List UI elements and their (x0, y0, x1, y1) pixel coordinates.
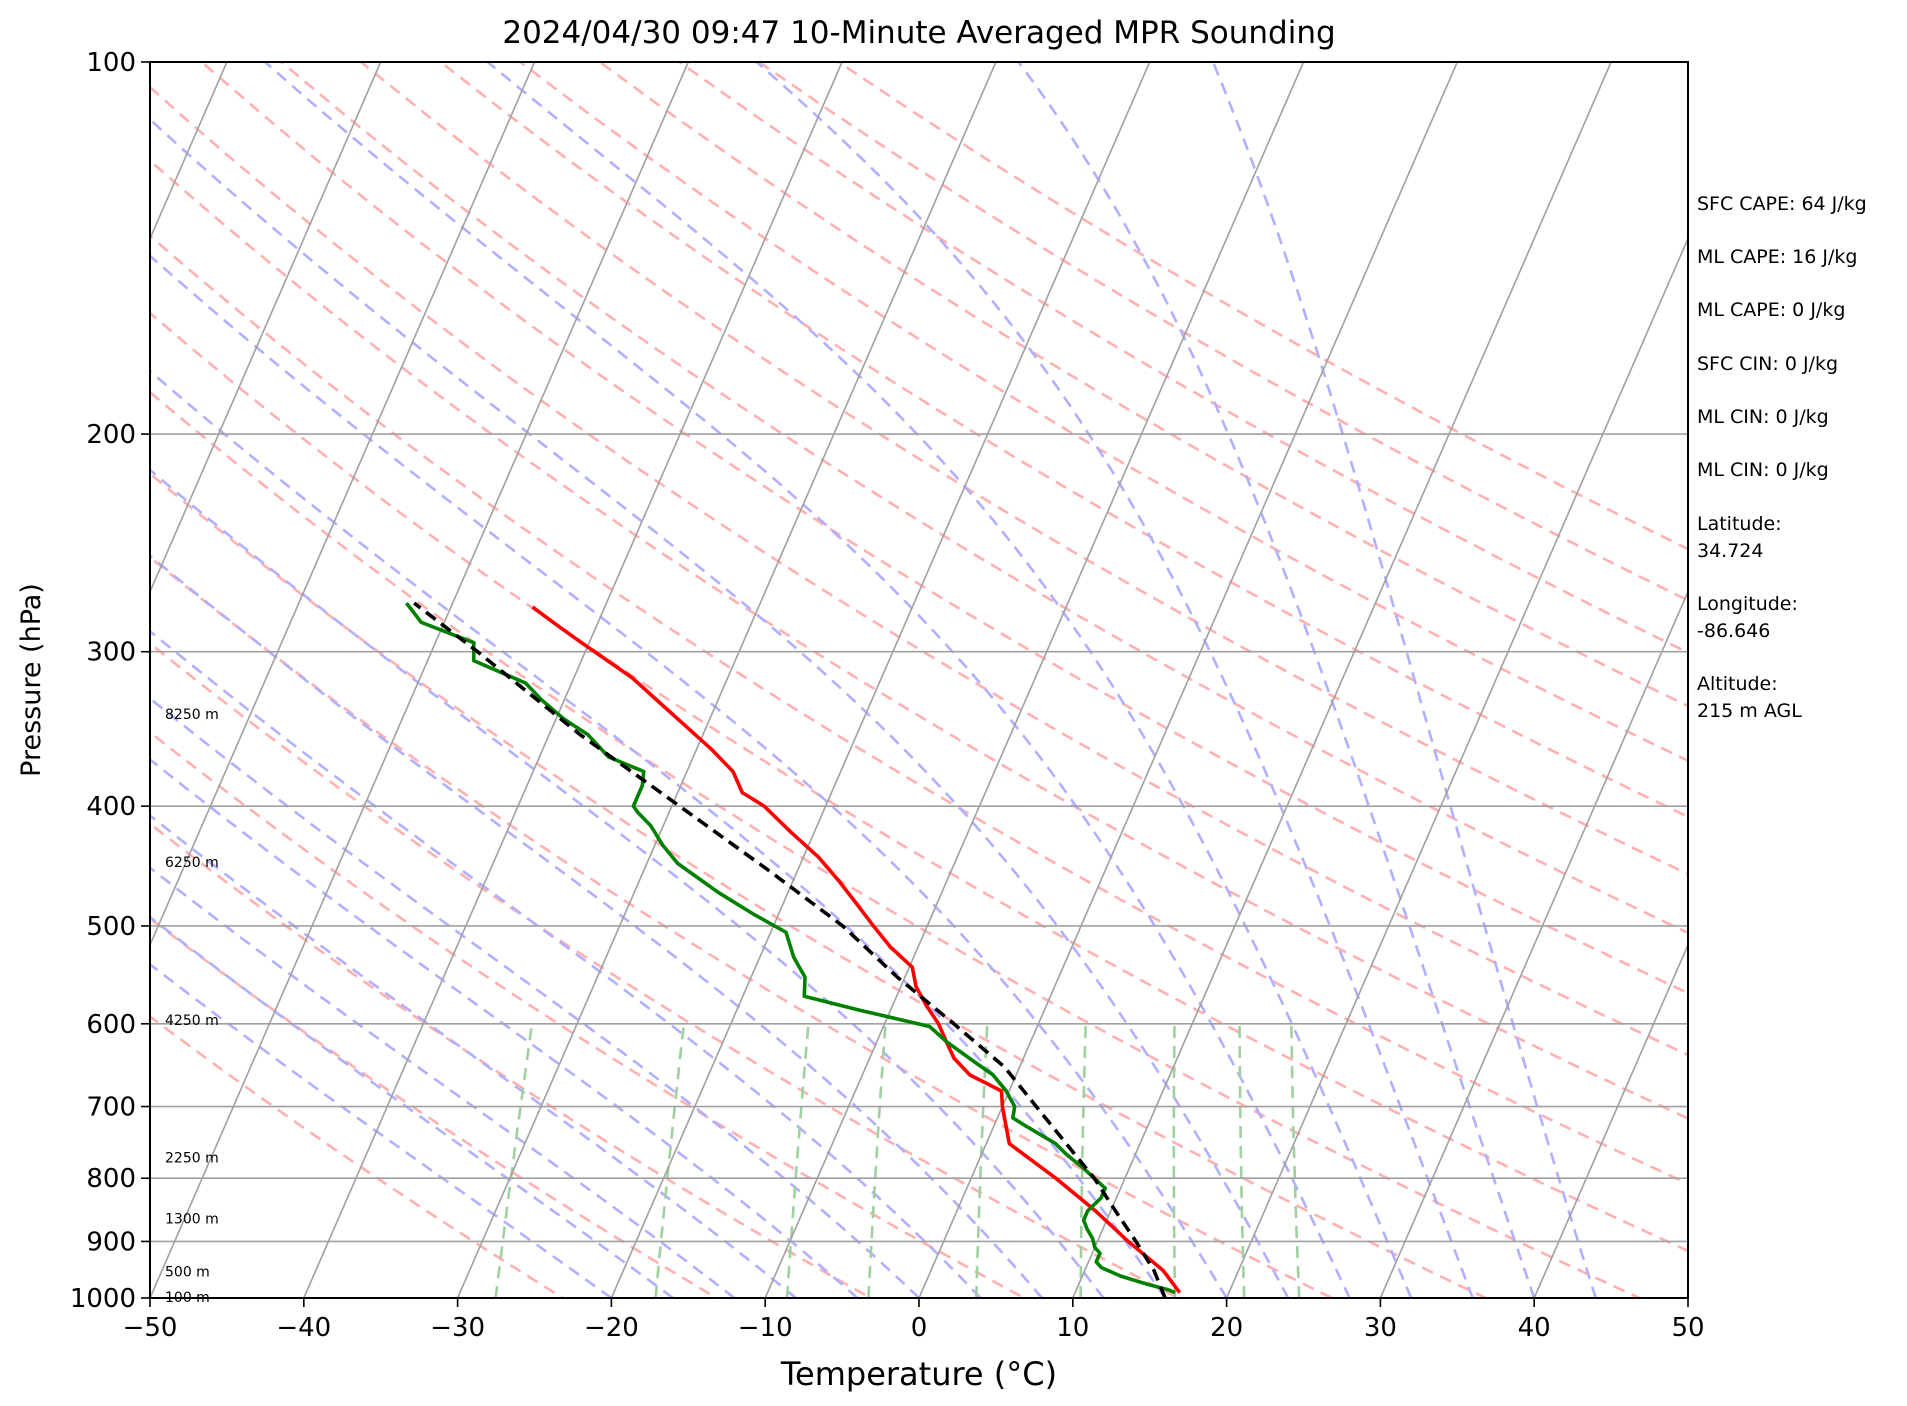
y-tick-label: 600 (86, 1010, 136, 1040)
x-axis-label: Temperature (°C) (780, 1355, 1057, 1393)
dry-adiabat-line (150, 641, 1182, 1298)
x-tick-label: 20 (1210, 1313, 1243, 1343)
dry-adiabat-line (150, 916, 720, 1298)
dry-adiabat-line (200, 62, 1688, 995)
isotherm-line (610, 62, 1151, 1298)
dry-adiabat-line (150, 730, 1028, 1298)
sfc-cape-text: SFC CAPE: 64 J/kg (1697, 193, 1867, 215)
moist-adiabat-line (150, 962, 613, 1298)
ml-cape-text: ML CAPE: 16 J/kg (1697, 246, 1858, 268)
altitude-value: 215 m AGL (1697, 700, 1802, 722)
x-tick-label: −10 (738, 1313, 793, 1343)
moist-adiabat-line (150, 117, 1290, 1298)
ml-cin-text: ML CIN: 0 J/kg (1697, 406, 1829, 428)
latitude-label: Latitude: (1697, 513, 1782, 535)
x-tick-label: −20 (584, 1313, 639, 1343)
x-tick-label: 0 (911, 1313, 928, 1343)
dry-adiabat-line (150, 471, 1489, 1298)
dry-adiabat-line (150, 234, 1688, 1186)
dry-adiabat-line (150, 311, 1688, 1253)
y-tick-label: 1000 (70, 1284, 136, 1314)
x-tick-label: −50 (123, 1313, 178, 1343)
moist-adiabat-line (150, 866, 736, 1298)
moist-adiabat-line (150, 369, 1167, 1298)
x-tick-label: 30 (1364, 1313, 1397, 1343)
height-label: 6250 m (165, 855, 219, 871)
moist-adiabat-line (150, 254, 1228, 1298)
moist-adiabat-line (150, 629, 982, 1298)
dry-adiabat-line (150, 390, 1643, 1298)
isotherm-line (918, 62, 1459, 1298)
longitude-value: -86.646 (1697, 620, 1771, 642)
x-tick-label: 40 (1518, 1313, 1551, 1343)
parcel-path-line (413, 601, 1167, 1298)
dry-adiabat-line (150, 85, 1688, 1057)
moist-adiabat-line (150, 757, 859, 1298)
y-tick-label: 800 (86, 1164, 136, 1194)
y-tick-label: 900 (86, 1227, 136, 1257)
isotherm-line (150, 62, 382, 594)
dry-adiabat-line (280, 62, 1688, 935)
temperature-line (531, 605, 1182, 1294)
y-tick-label: 100 (86, 48, 136, 78)
ml-cape-text-2: ML CAPE: 0 J/kg (1697, 299, 1846, 321)
ml-cin-text-2: ML CIN: 0 J/kg (1697, 459, 1829, 481)
y-tick-label: 700 (86, 1093, 136, 1123)
altitude-label: Altitude: (1697, 673, 1778, 695)
isotherm-line (150, 62, 536, 947)
dry-adiabat-line (150, 555, 1335, 1298)
moist-adiabat-line (150, 468, 1105, 1298)
moist-adiabat-line (755, 62, 1474, 1298)
isotherm-line (150, 62, 690, 1298)
y-axis-label: Pressure (hPa) (16, 583, 47, 777)
y-tick-label: 200 (86, 420, 136, 450)
moist-adiabat-line (1017, 62, 1536, 1298)
isotherm-line (456, 62, 997, 1298)
plot-frame (149, 61, 1689, 1299)
chart-title: 2024/04/30 09:47 10-Minute Averaged MPR … (502, 15, 1335, 51)
dry-adiabat-line (758, 62, 1688, 602)
height-label: 4250 m (165, 1013, 219, 1029)
isotherm-line (1533, 942, 1688, 1298)
moist-adiabat-line (150, 696, 920, 1298)
height-label: 500 m (165, 1265, 210, 1281)
height-label: 2250 m (165, 1151, 219, 1167)
mixing-ratio-line (494, 1023, 534, 1298)
isotherm-line (1225, 236, 1688, 1298)
isotherm-line (1072, 62, 1612, 1298)
moist-adiabat-line (264, 62, 1351, 1298)
y-tick-label: 500 (86, 912, 136, 942)
dry-adiabat-line (360, 62, 1688, 876)
x-tick-label: −40 (276, 1313, 331, 1343)
moist-adiabat-line (486, 62, 1413, 1298)
moist-adiabat-line (1211, 62, 1597, 1298)
mixing-ratio-line (867, 1023, 887, 1298)
y-tick-label: 400 (86, 792, 136, 822)
latitude-value: 34.724 (1697, 540, 1764, 562)
height-label: 100 m (165, 1290, 210, 1306)
mixing-ratio-line (785, 1023, 810, 1298)
isotherm-line (303, 62, 843, 1298)
isotherm-line (764, 62, 1305, 1298)
height-label: 1300 m (165, 1211, 219, 1227)
x-tick-label: −30 (430, 1313, 485, 1343)
moist-adiabat-line (150, 915, 674, 1298)
isotherm-line (1379, 589, 1688, 1298)
sfc-cin-text: SFC CIN: 0 J/kg (1697, 353, 1839, 375)
dry-adiabat-line (150, 1014, 566, 1298)
dry-adiabat-line (599, 62, 1688, 708)
y-tick-label: 300 (86, 638, 136, 668)
x-tick-label: 10 (1056, 1313, 1089, 1343)
mixing-ratio-line (1290, 1023, 1301, 1298)
moist-adiabat-line (150, 813, 797, 1298)
longitude-label: Longitude: (1697, 593, 1798, 615)
dry-adiabat-line (150, 822, 874, 1298)
height-label: 8250 m (165, 707, 219, 723)
mixing-ratio-line (1238, 1023, 1246, 1298)
moist-adiabat-line (150, 554, 1043, 1298)
x-tick-label: 50 (1671, 1313, 1704, 1343)
